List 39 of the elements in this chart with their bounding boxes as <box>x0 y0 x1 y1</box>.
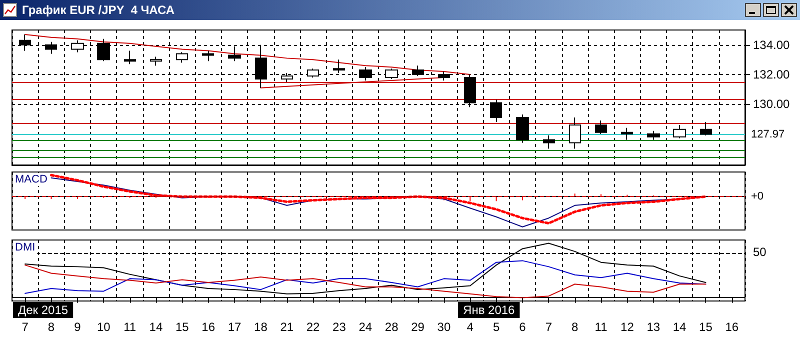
y-tick-label: 132.00 <box>753 68 790 82</box>
x-tick-label: 30 <box>437 320 451 334</box>
y-tick-label: 134.00 <box>753 38 790 52</box>
text: Дек 2015 <box>18 303 68 317</box>
y-tick-label: 130.00 <box>753 97 790 112</box>
x-tick-label: 28 <box>384 320 399 334</box>
x-tick-label: 17 <box>228 320 242 334</box>
x-tick-label: 8 <box>571 320 578 334</box>
text: 50 <box>753 245 767 260</box>
x-tick-label: 7 <box>545 320 552 334</box>
text: Янв 2016 <box>463 303 516 317</box>
x-tick-label: 13 <box>646 320 660 334</box>
ref-line-label: 127.97 <box>751 128 785 140</box>
chart-title: DMI <box>15 242 36 254</box>
x-tick-label: 11 <box>124 320 136 334</box>
ref-line-label: +0 <box>751 190 764 203</box>
x-tick-label: 5 <box>492 320 500 334</box>
x-tick-label: 10 <box>96 320 111 334</box>
x-tick-label: 29 <box>411 320 425 334</box>
x-tick-label: 23 <box>332 320 346 334</box>
x-tick-label: 18 <box>254 320 268 334</box>
x-tick-label: 22 <box>306 320 320 334</box>
x-tick-label: 8 <box>48 320 55 334</box>
chart-title: График EUR /JPY 4 ЧАСА <box>22 3 175 17</box>
x-tick-label: 15 <box>699 320 713 334</box>
x-tick-label: 16 <box>202 320 216 334</box>
x-tick-label: 14 <box>672 320 687 334</box>
x-tick-label: 15 <box>175 320 190 334</box>
x-tick-label: 14 <box>149 320 163 334</box>
x-tick-label: 4 <box>466 320 474 334</box>
x-tick-label: 16 <box>725 320 739 334</box>
x-tick-label: 6 <box>519 320 526 334</box>
x-tick-label: 7 <box>22 320 29 334</box>
x-tick-label: 12 <box>620 320 634 334</box>
x-tick-label: 9 <box>74 320 82 334</box>
x-tick-label: 24 <box>358 320 372 334</box>
chart-title: MACD <box>15 174 48 186</box>
x-tick-label: 11 <box>594 320 608 334</box>
x-tick-label: 21 <box>280 320 294 334</box>
